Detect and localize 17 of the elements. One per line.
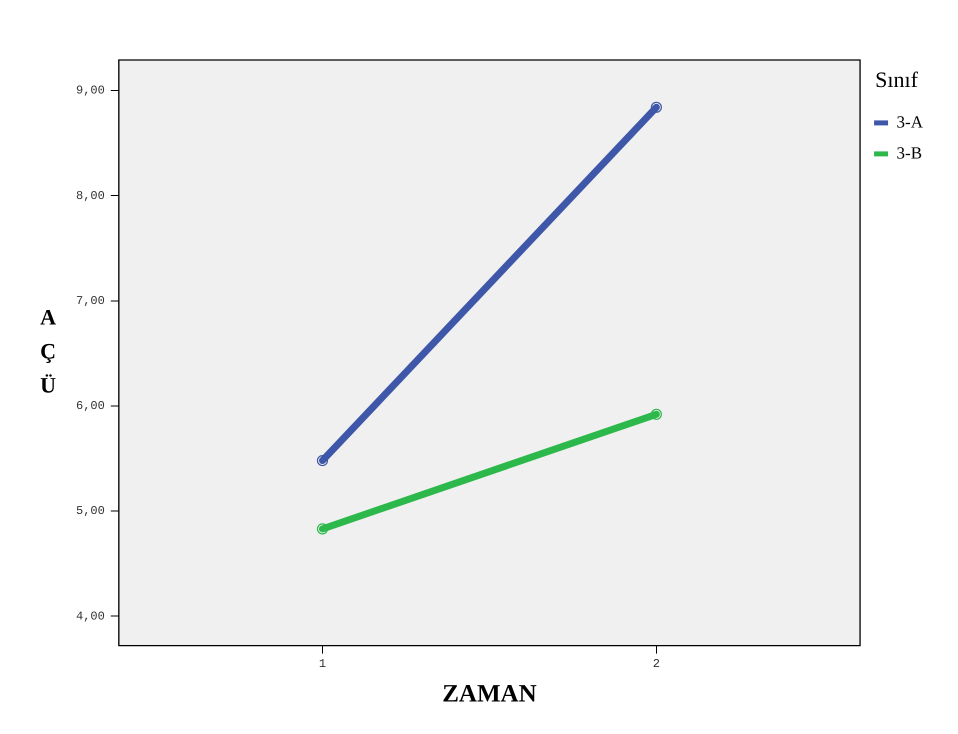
point <box>650 102 662 113</box>
y-tick-label: 4,00 <box>76 609 105 624</box>
y-tick-label: 6,00 <box>76 399 105 414</box>
y-tick-label: 8,00 <box>76 188 105 203</box>
y-tick-label: 7,00 <box>76 294 105 308</box>
legend-title: Sınıf <box>875 66 919 92</box>
x-axis-title: ZAMAN <box>442 680 537 708</box>
point <box>316 454 328 466</box>
y-axis-title: AÇÜ <box>40 304 56 398</box>
legend-label: 3-B <box>896 143 922 162</box>
x-tick-label: 1 <box>318 656 326 671</box>
point <box>650 408 662 420</box>
y-tick-label: 9,00 <box>76 84 105 98</box>
y-tick-label: 5,00 <box>76 504 105 518</box>
point <box>316 523 328 534</box>
x-tick-label: 2 <box>652 656 660 671</box>
legend-label: 3-A <box>896 112 924 132</box>
